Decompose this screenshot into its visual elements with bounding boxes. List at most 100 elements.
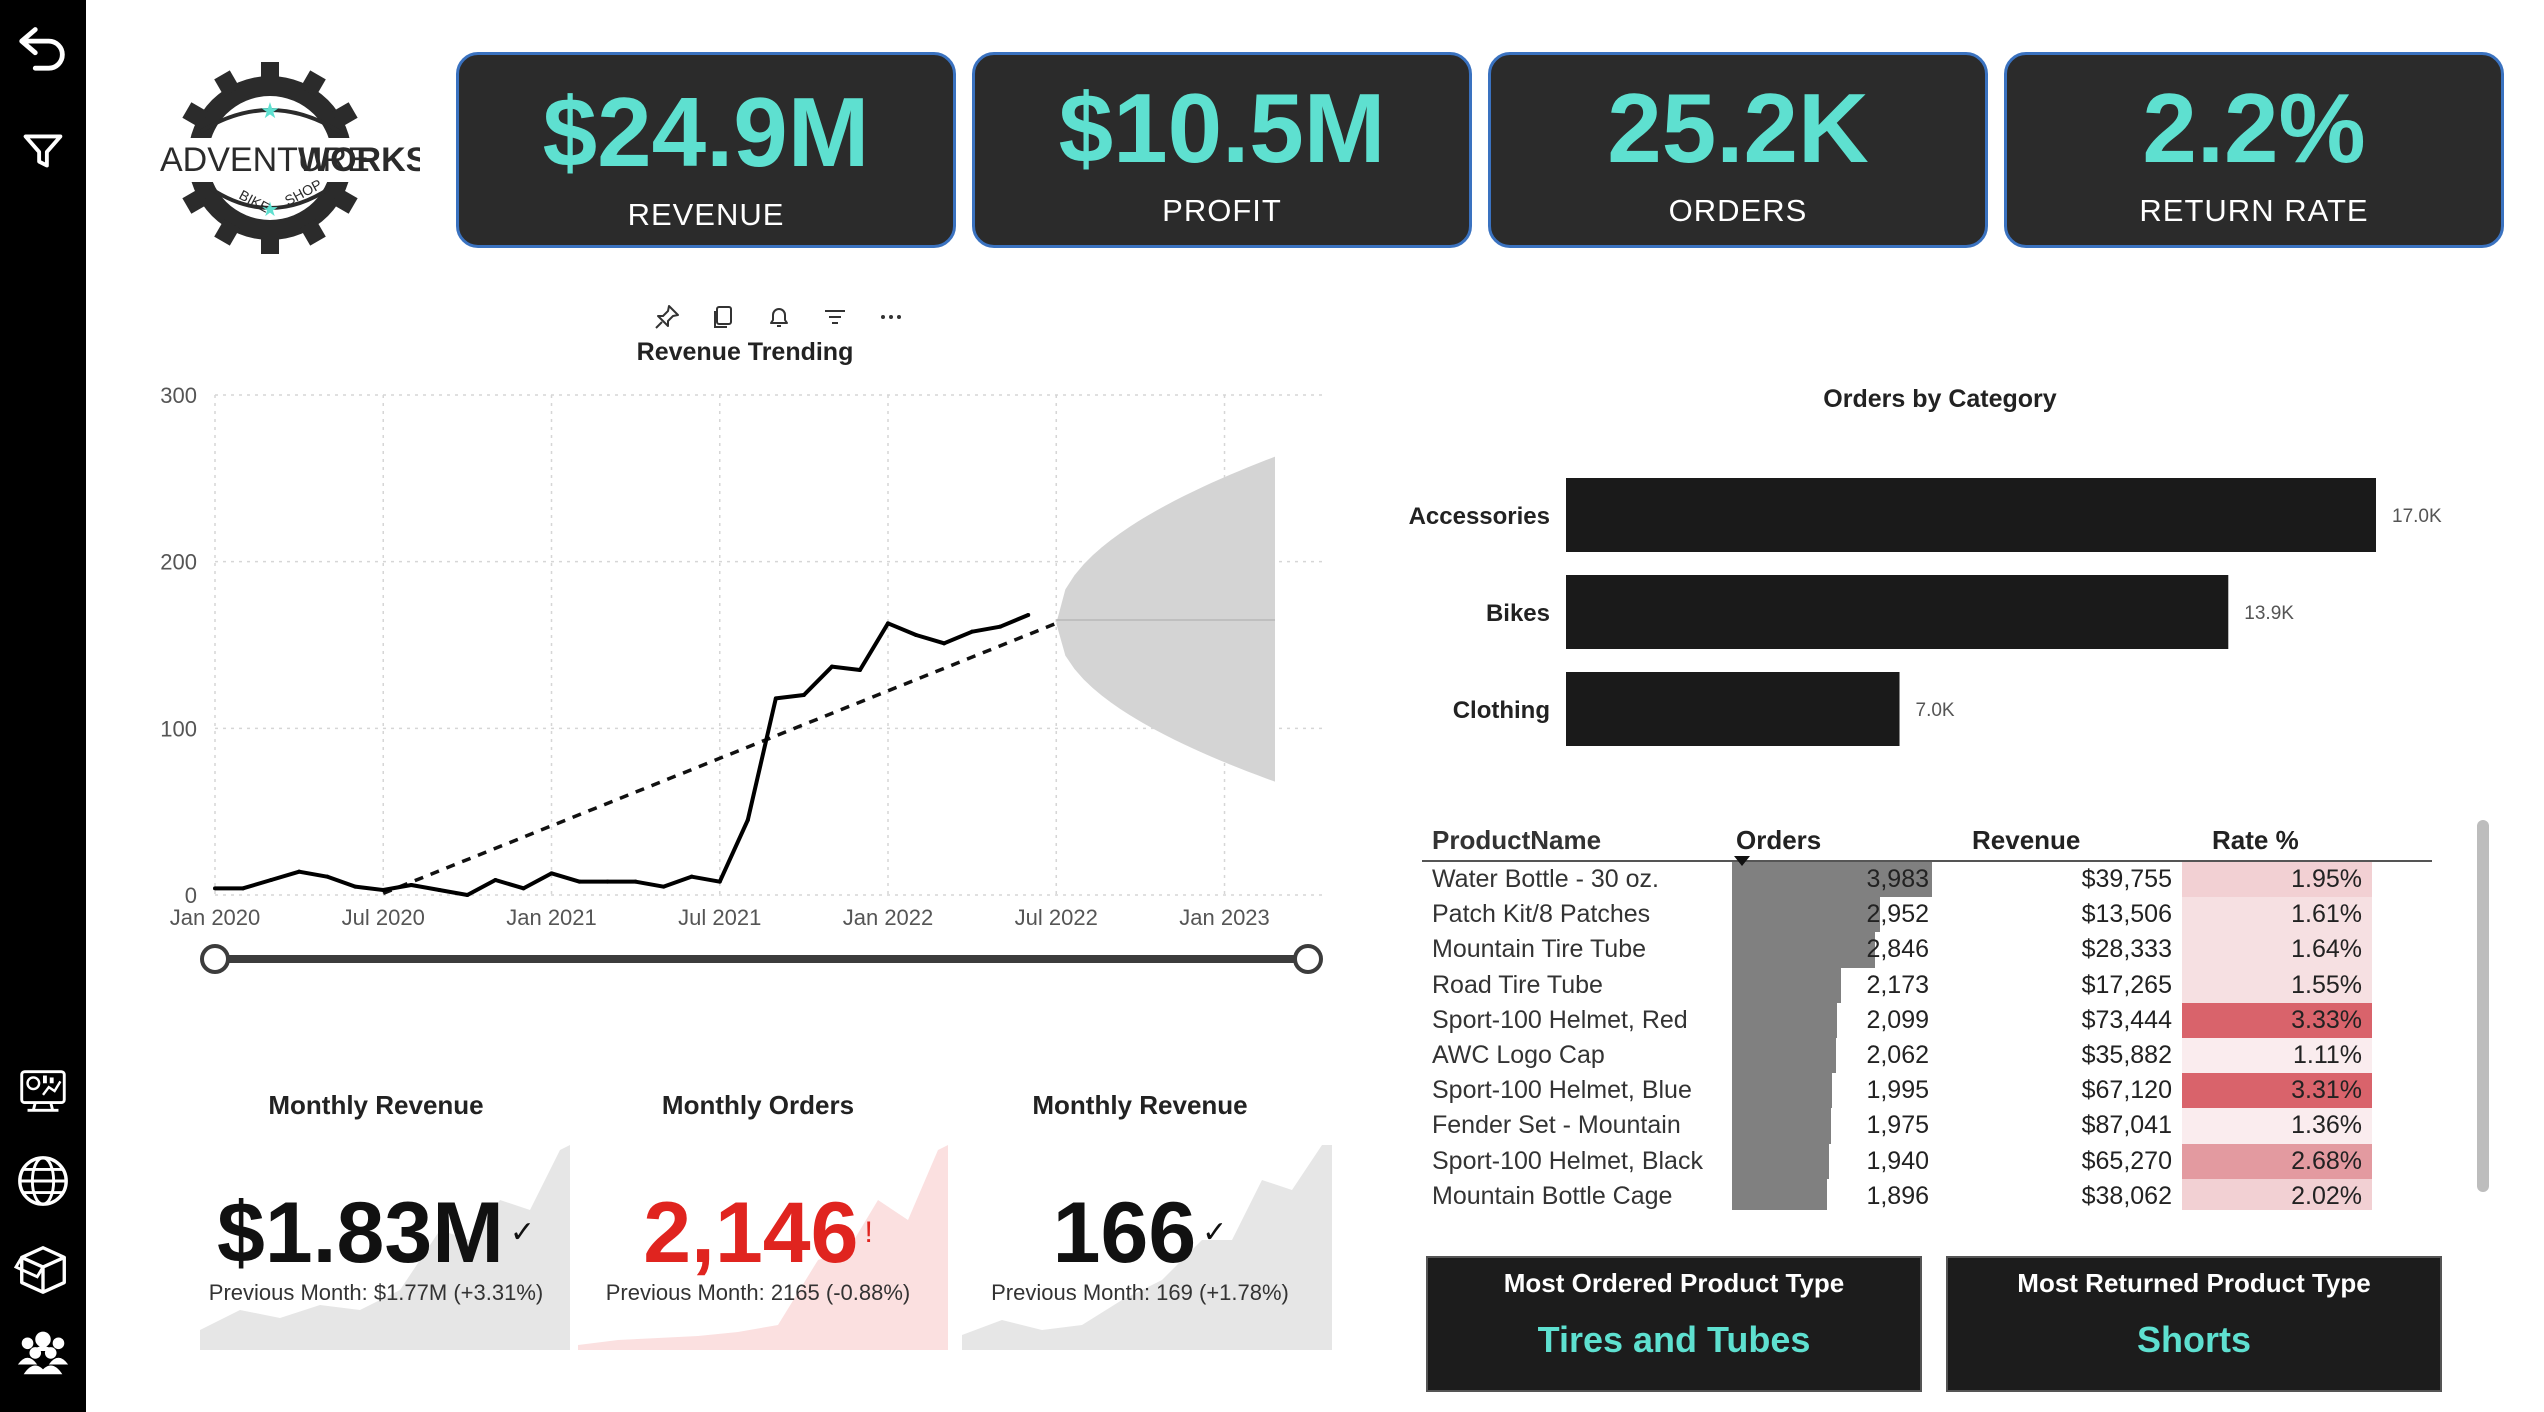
cell-rate: 1.55%: [2182, 967, 2372, 1003]
monthly-revenue-card-2[interactable]: Monthly Revenue 166 ✓ Previous Month: 169…: [950, 1090, 1332, 1350]
data-point[interactable]: [381, 888, 386, 892]
col-header-revenue[interactable]: Revenue: [1972, 824, 2081, 855]
svg-text:★: ★: [260, 99, 280, 124]
most-returned-box: Most Returned Product Type Shorts: [1946, 1256, 2442, 1392]
table-scrollbar[interactable]: [2477, 820, 2489, 1192]
monthly-orders-card[interactable]: Monthly Orders 2,146! Previous Month: 21…: [568, 1090, 948, 1350]
globe-icon[interactable]: [8, 1146, 78, 1216]
table-row[interactable]: Patch Kit/8 Patches 2,952 $13,506 1.61%: [1422, 897, 2432, 933]
kpi-card-profit[interactable]: $10.5M PROFIT: [972, 52, 1472, 248]
data-point[interactable]: [773, 696, 778, 701]
col-header-orders[interactable]: Orders: [1736, 824, 1822, 855]
data-point[interactable]: [998, 624, 1003, 629]
monthly-card-previous: Previous Month: $1.77M (+3.31%): [208, 1280, 544, 1305]
cell-orders: 3,983: [1722, 862, 1932, 898]
cell-revenue: $13,506: [2081, 900, 2172, 929]
check-icon: ✓: [1202, 1216, 1228, 1249]
kpi-card-revenue[interactable]: $24.9M REVENUE: [456, 52, 956, 248]
cell-revenue: $67,120: [2081, 1076, 2172, 1105]
data-point[interactable]: [942, 641, 947, 646]
col-header-rate[interactable]: Rate %: [2212, 824, 2299, 855]
data-point[interactable]: [213, 886, 217, 891]
orders-by-category-chart[interactable]: Accessories 17.0K Bikes 13.9K Clothing 7.0K: [1380, 460, 2480, 760]
col-header-productname[interactable]: ProductName: [1432, 824, 1602, 855]
data-point[interactable]: [605, 879, 610, 884]
revenue-series-line[interactable]: [215, 613, 1029, 897]
bell-icon[interactable]: [762, 300, 796, 334]
monthly-revenue-card[interactable]: Monthly Revenue $1.83M ✓ Previous Month: …: [186, 1090, 570, 1350]
data-point[interactable]: [970, 629, 975, 634]
left-nav: [0, 0, 86, 1412]
table-row[interactable]: Water Bottle - 30 oz. 3,983 $39,755 1.95%: [1422, 862, 2432, 898]
category-bar[interactable]: [1566, 672, 1900, 746]
date-slider-end-handle[interactable]: [1293, 944, 1323, 974]
data-point[interactable]: [241, 886, 246, 891]
data-point[interactable]: [1026, 613, 1031, 617]
category-label: Clothing: [1453, 697, 1550, 724]
filter-lines-icon[interactable]: [818, 300, 852, 334]
logo-text-right: WORKS: [298, 141, 420, 179]
data-point[interactable]: [661, 884, 666, 889]
cell-revenue: $17,265: [2081, 970, 2172, 999]
data-point[interactable]: [689, 874, 694, 879]
cell-rate: 1.95%: [2182, 862, 2372, 898]
category-bar[interactable]: [1566, 575, 2229, 649]
more-options-icon[interactable]: [874, 300, 908, 334]
data-point[interactable]: [717, 879, 722, 884]
data-point[interactable]: [745, 818, 750, 822]
data-point[interactable]: [409, 883, 414, 887]
filter-icon[interactable]: [8, 115, 78, 185]
data-point[interactable]: [829, 664, 834, 669]
product-table[interactable]: ProductName Orders Revenue Rate % Water …: [1422, 820, 2432, 1210]
people-icon[interactable]: [8, 1316, 78, 1386]
data-point[interactable]: [269, 878, 274, 882]
kpi-value: $24.9M: [542, 77, 870, 187]
pin-icon[interactable]: [650, 300, 684, 334]
x-tick-label: Jul 2020: [342, 905, 425, 930]
cell-product-name: Mountain Tire Tube: [1432, 935, 1647, 964]
data-point[interactable]: [886, 621, 891, 626]
kpi-card-return-rate[interactable]: 2.2% RETURN RATE: [2004, 52, 2504, 248]
table-row[interactable]: Sport-100 Helmet, Black 1,940 $65,270 2.68%: [1422, 1143, 2432, 1179]
cell-rate: 1.64%: [2182, 932, 2372, 968]
x-tick-label: Jan 2023: [1179, 905, 1270, 930]
dashboard-icon[interactable]: [8, 1056, 78, 1126]
most-returned-value: Shorts: [2136, 1319, 2251, 1360]
table-row[interactable]: Sport-100 Helmet, Red 2,099 $73,444 3.33%: [1422, 1002, 2432, 1038]
data-point[interactable]: [493, 878, 498, 882]
date-slider-track[interactable]: [214, 955, 1308, 963]
data-point[interactable]: [465, 893, 470, 897]
data-point[interactable]: [353, 884, 358, 889]
date-slider-start-handle[interactable]: [200, 944, 230, 974]
box-icon[interactable]: [8, 1234, 78, 1304]
table-row[interactable]: Road Tire Tube 2,173 $17,265 1.55%: [1422, 967, 2432, 1003]
data-point[interactable]: [325, 874, 330, 879]
table-row[interactable]: Mountain Bottle Cage 1,896 $38,062 2.02%: [1422, 1178, 2432, 1210]
data-point[interactable]: [521, 886, 526, 891]
cell-revenue: $39,755: [2081, 865, 2172, 894]
data-point[interactable]: [577, 879, 582, 884]
data-point[interactable]: [297, 869, 302, 874]
table-row[interactable]: Mountain Tire Tube 2,846 $28,333 1.64%: [1422, 932, 2432, 968]
table-row[interactable]: Fender Set - Mountain 1,975 $87,041 1.36%: [1422, 1108, 2432, 1144]
orders-data-bar: [1732, 967, 1842, 1003]
data-point[interactable]: [437, 888, 442, 892]
cell-product-name: Road Tire Tube: [1432, 970, 1603, 999]
data-point[interactable]: [857, 668, 862, 672]
revenue-trend-chart[interactable]: 0 100 200 300 Jan 2020 Jul 2020 Jan 2021 Jul 20…: [120, 370, 1350, 930]
data-point[interactable]: [914, 633, 919, 637]
orders-data-bar: [1732, 1108, 1832, 1144]
data-point[interactable]: [633, 879, 638, 884]
table-row[interactable]: Sport-100 Helmet, Blue 1,995 $67,120 3.31%: [1422, 1073, 2432, 1109]
orders-data-bar: [1732, 1002, 1838, 1038]
category-bar[interactable]: [1566, 478, 2376, 552]
visual-header-toolbar: [650, 300, 908, 334]
data-point[interactable]: [549, 871, 554, 876]
table-row[interactable]: AWC Logo Cap 2,062 $35,882 1.11%: [1422, 1037, 2432, 1074]
cell-rate: 2.02%: [2182, 1178, 2372, 1210]
data-point[interactable]: [801, 693, 806, 697]
back-arrow-icon[interactable]: [8, 10, 78, 80]
kpi-card-orders[interactable]: 25.2K ORDERS: [1488, 52, 1988, 248]
copy-icon[interactable]: [706, 300, 740, 334]
